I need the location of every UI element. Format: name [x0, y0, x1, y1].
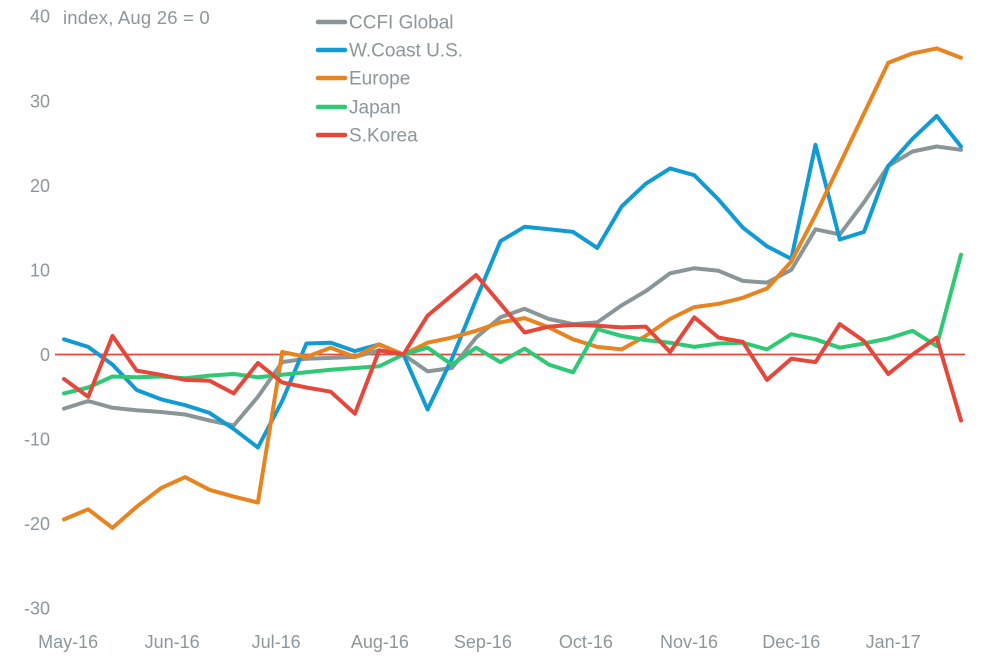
x-tick-label: Sep-16 [454, 632, 512, 652]
y-tick-label: -20 [24, 514, 50, 534]
legend-label-3: Europe [349, 69, 410, 90]
x-tick-label: Jun-16 [145, 632, 200, 652]
y-tick-label: -10 [24, 430, 50, 450]
chart-title: index, Aug 26 = 0 [63, 7, 210, 28]
x-tick-label: Dec-16 [762, 632, 820, 652]
series-line-europe [62, 46, 963, 530]
series-line-w-coast-u-s [62, 114, 963, 450]
legend-label-1: CCFI Global [349, 13, 454, 34]
x-tick-label: Jul-16 [252, 632, 301, 652]
x-tick-label: Oct-16 [559, 632, 613, 652]
x-tick-label: Nov-16 [660, 632, 718, 652]
legend-label-2: W.Coast U.S. [349, 41, 463, 62]
series-line-ccfi-global [62, 144, 963, 428]
series-line-japan [62, 252, 963, 396]
series-line-s-korea [62, 273, 963, 423]
y-tick-label: 0 [40, 345, 50, 365]
x-tick-label: Jan-17 [866, 632, 921, 652]
x-tick-label: Aug-16 [351, 632, 409, 652]
legend-label-5: S.Korea [349, 126, 418, 147]
y-tick-label: -30 [24, 599, 50, 619]
y-tick-label: 40 [30, 7, 50, 27]
x-tick-label: May-16 [38, 632, 98, 652]
y-tick-label: 10 [30, 260, 50, 280]
y-tick-label: 20 [30, 176, 50, 196]
y-tick-label: 30 [30, 91, 50, 111]
legend-label-4: Japan [349, 98, 401, 119]
